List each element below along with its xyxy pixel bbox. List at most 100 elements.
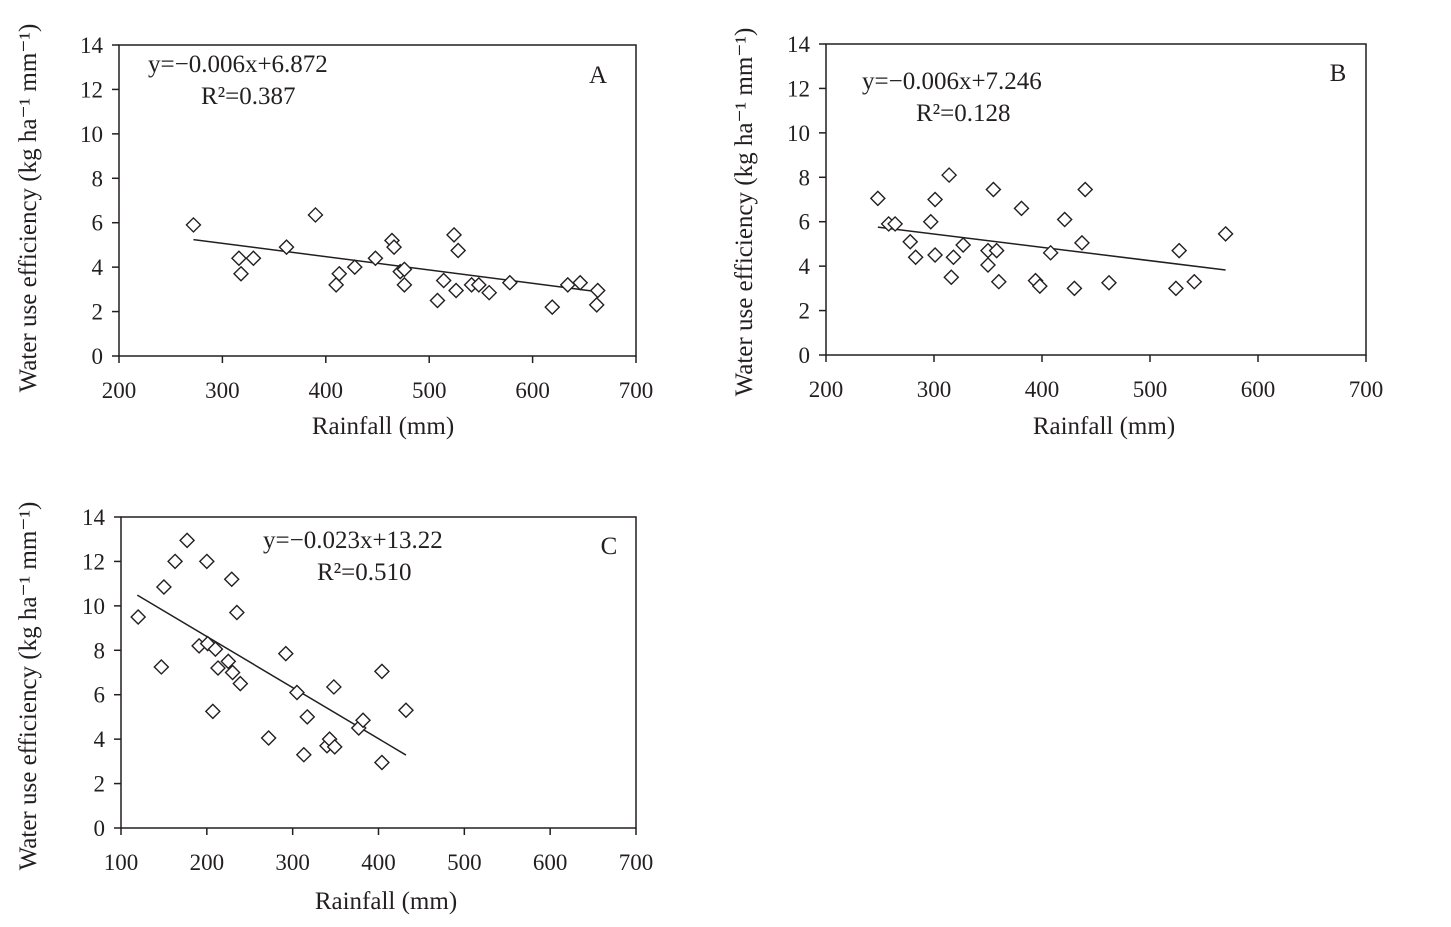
- x-tick-label: 400: [309, 378, 344, 403]
- data-point-diamond: [210, 660, 226, 677]
- x-tick-label: 500: [1133, 377, 1168, 402]
- y-tick-label: 2: [799, 299, 811, 324]
- data-point-diamond: [397, 702, 414, 719]
- y-tick-label: 12: [80, 77, 103, 102]
- data-point-diamond: [295, 746, 312, 763]
- data-point-diamond: [435, 272, 452, 289]
- y-tick-label: 10: [82, 594, 105, 619]
- y-ticks-b: 0 2 4 6 8 10 12 14: [787, 32, 826, 368]
- data-point-diamond: [346, 259, 363, 276]
- data-point-diamond: [307, 206, 324, 223]
- data-point-diamond: [945, 249, 962, 266]
- y-tick-label: 4: [94, 727, 106, 752]
- x-tick-label: 400: [361, 850, 396, 875]
- x-tick-label: 600: [533, 850, 568, 875]
- data-point-diamond: [887, 215, 904, 232]
- data-point-diamond: [955, 237, 972, 254]
- data-point-diamond: [299, 708, 316, 725]
- data-point-diamond: [278, 239, 295, 256]
- y-tick-label: 0: [799, 343, 811, 368]
- trendline-c: [136, 594, 407, 756]
- x-ticks-a: 200 300 400 500 600 700: [102, 356, 654, 403]
- data-point-diamond: [245, 250, 262, 267]
- y-tick-label: 0: [94, 816, 106, 841]
- panel-a: 0 2 4 6 8 10 12 14 200 300 400 500 600 700 y=−0.006x…: [15, 24, 653, 440]
- data-point-diamond: [373, 754, 390, 771]
- panel-letter-b: B: [1330, 60, 1347, 87]
- data-point-diamond: [232, 675, 249, 692]
- points-c: [130, 532, 414, 771]
- r-squared-c: R²=0.510: [317, 559, 412, 586]
- data-point-diamond: [985, 181, 1002, 198]
- x-tick-label: 700: [619, 378, 654, 403]
- data-point-diamond: [396, 261, 413, 278]
- data-point-diamond: [185, 216, 202, 233]
- y-ticks-a: 0 2 4 6 8 10 12 14: [80, 33, 119, 369]
- equation-c: y=−0.023x+13.22: [263, 527, 443, 554]
- x-tick-label: 600: [1241, 377, 1276, 402]
- data-point-diamond: [277, 645, 294, 662]
- x-tick-label: 300: [275, 850, 310, 875]
- data-point-diamond: [927, 247, 944, 264]
- data-point-diamond: [207, 641, 224, 658]
- data-point-diamond: [922, 213, 939, 230]
- data-point-diamond: [572, 274, 589, 291]
- data-point-diamond: [1042, 244, 1059, 261]
- data-point-diamond: [386, 239, 403, 256]
- trendline-a: [193, 238, 598, 293]
- data-point-diamond: [230, 250, 247, 267]
- data-point-diamond: [980, 257, 996, 274]
- data-point-diamond: [429, 292, 446, 309]
- y-tick-label: 14: [787, 32, 811, 57]
- x-tick-label: 300: [205, 378, 240, 403]
- trendline-c: [136, 594, 407, 756]
- data-point-diamond: [204, 703, 221, 720]
- data-point-diamond: [328, 276, 345, 293]
- panel-b: 0 2 4 6 8 10 12 14 200 300 400 500 600 700 y=−0.006x…: [731, 28, 1383, 440]
- y-ticks-c: 0 2 4 6 8 10 12 14: [82, 505, 121, 841]
- data-point-diamond: [470, 276, 487, 293]
- y-tick-label: 4: [799, 254, 811, 279]
- data-point-diamond: [448, 282, 465, 299]
- x-axis-label-c: Rainfall (mm): [315, 888, 457, 915]
- data-point-diamond: [927, 191, 944, 208]
- x-ticks-c: 100 200 300 400 500 600 700: [104, 828, 653, 875]
- panel-letter-c: C: [601, 533, 618, 560]
- panel-c: 0 2 4 6 8 10 12 14 100 200 300 400 500 600 700 y=−0.0…: [15, 502, 653, 915]
- data-point-diamond: [1186, 273, 1203, 290]
- data-point-diamond: [559, 276, 576, 293]
- data-point-diamond: [481, 284, 498, 301]
- y-tick-label: 12: [82, 549, 105, 574]
- trendline-a: [193, 238, 598, 293]
- data-point-diamond: [331, 265, 348, 282]
- data-point-diamond: [1100, 274, 1117, 291]
- data-point-diamond: [167, 553, 184, 570]
- y-tick-label: 6: [799, 210, 811, 235]
- data-point-diamond: [223, 571, 240, 588]
- y-tick-label: 4: [92, 255, 104, 280]
- y-tick-label: 6: [92, 211, 104, 236]
- x-axis-label-b: Rainfall (mm): [1033, 413, 1175, 440]
- x-tick-label: 600: [515, 378, 550, 403]
- y-tick-label: 14: [80, 33, 104, 58]
- data-point-diamond: [1217, 225, 1234, 242]
- equation-b: y=−0.006x+7.246: [862, 68, 1042, 95]
- data-point-diamond: [130, 608, 147, 625]
- y-tick-label: 8: [92, 166, 104, 191]
- data-point-diamond: [1031, 278, 1048, 295]
- y-tick-label: 2: [94, 772, 106, 797]
- data-point-diamond: [1013, 200, 1030, 217]
- data-point-diamond: [589, 282, 606, 299]
- x-ticks-b: 200 300 400 500 600 700: [809, 355, 1383, 402]
- y-tick-label: 8: [94, 638, 106, 663]
- data-point-diamond: [902, 233, 919, 250]
- y-tick-label: 10: [787, 121, 810, 146]
- data-point-diamond: [544, 299, 561, 316]
- data-point-diamond: [198, 553, 215, 570]
- data-point-diamond: [1167, 280, 1184, 297]
- data-point-diamond: [220, 653, 237, 670]
- data-point-diamond: [233, 265, 250, 282]
- x-tick-label: 300: [917, 377, 952, 402]
- x-tick-label: 200: [190, 850, 225, 875]
